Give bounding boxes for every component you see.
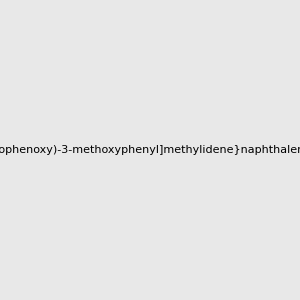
Text: N'-{(E)-[4-(2,4-dinitrophenoxy)-3-methoxyphenyl]methylidene}naphthalene-2-carboh: N'-{(E)-[4-(2,4-dinitrophenoxy)-3-methox… [0, 145, 300, 155]
